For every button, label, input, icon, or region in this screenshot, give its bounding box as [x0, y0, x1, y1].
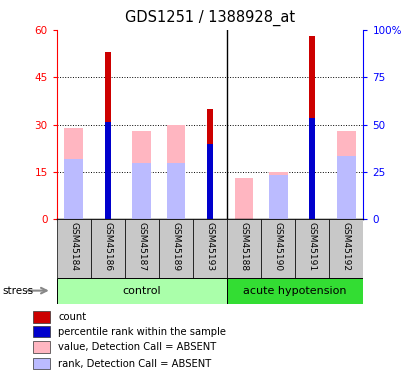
Bar [167, 163, 185, 219]
Bar [159, 219, 193, 278]
Text: GSM45193: GSM45193 [205, 222, 215, 272]
Text: count: count [58, 312, 86, 322]
Bar [132, 163, 151, 219]
Bar [33, 358, 50, 369]
Bar [167, 124, 185, 219]
Bar [207, 109, 213, 219]
Text: GSM45186: GSM45186 [103, 222, 112, 272]
Bar [309, 36, 315, 219]
Bar [269, 175, 288, 219]
Text: acute hypotension: acute hypotension [244, 286, 347, 296]
Bar [295, 219, 329, 278]
Bar [105, 122, 111, 219]
Bar [337, 156, 356, 219]
Text: value, Detection Call = ABSENT: value, Detection Call = ABSENT [58, 342, 216, 352]
Bar [309, 118, 315, 219]
Bar [125, 219, 159, 278]
Text: GSM45184: GSM45184 [69, 222, 78, 271]
Text: GSM45189: GSM45189 [171, 222, 181, 272]
Text: GSM45190: GSM45190 [274, 222, 283, 272]
Bar [64, 128, 83, 219]
Text: stress: stress [2, 286, 33, 296]
Text: GDS1251 / 1388928_at: GDS1251 / 1388928_at [125, 9, 295, 26]
Bar [57, 278, 227, 304]
Text: rank, Detection Call = ABSENT: rank, Detection Call = ABSENT [58, 358, 211, 369]
Bar [235, 178, 253, 219]
Bar [329, 219, 363, 278]
Bar [132, 131, 151, 219]
Bar [64, 159, 83, 219]
Bar [105, 52, 111, 219]
Bar [261, 219, 295, 278]
Bar [337, 131, 356, 219]
Text: GSM45191: GSM45191 [308, 222, 317, 272]
Bar [227, 278, 363, 304]
Bar [33, 326, 50, 338]
Bar [57, 219, 91, 278]
Bar [227, 219, 261, 278]
Text: control: control [123, 286, 161, 296]
Text: GSM45192: GSM45192 [342, 222, 351, 271]
Text: GSM45188: GSM45188 [239, 222, 249, 272]
Bar [207, 144, 213, 219]
Text: GSM45187: GSM45187 [137, 222, 146, 272]
Bar [269, 172, 288, 219]
Text: percentile rank within the sample: percentile rank within the sample [58, 327, 226, 337]
Bar [193, 219, 227, 278]
Bar [33, 341, 50, 353]
Bar [91, 219, 125, 278]
Bar [33, 311, 50, 323]
